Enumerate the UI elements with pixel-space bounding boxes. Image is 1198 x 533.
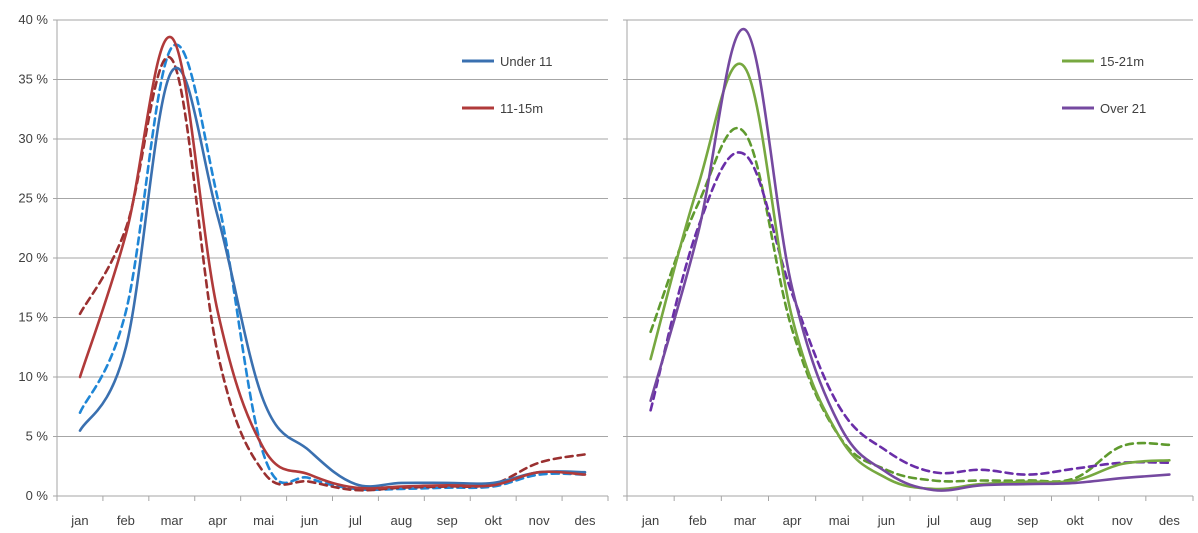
y-tick-label: 0 % (26, 488, 49, 503)
y-tick-label: 20 % (18, 250, 48, 265)
x-tick-label: feb (689, 513, 707, 528)
y-tick-label: 10 % (18, 369, 48, 384)
y-tick-label: 5 % (26, 429, 49, 444)
series-line-under-11 (78, 66, 587, 488)
x-tick-label: mai (253, 513, 274, 528)
series-line-11-15m (78, 35, 587, 490)
x-tick-label: sep (437, 513, 458, 528)
y-tick-label: 25 % (18, 191, 48, 206)
y-tick-label: 35 % (18, 72, 48, 87)
series-line-dashed-3 (78, 43, 587, 492)
x-tick-label: des (575, 513, 596, 528)
x-tick-label: okt (485, 513, 503, 528)
x-tick-label: okt (1066, 513, 1084, 528)
x-tick-label: aug (970, 513, 992, 528)
y-tick-label: 30 % (18, 131, 48, 146)
x-tick-label: nov (529, 513, 550, 528)
x-tick-label: jul (926, 513, 940, 528)
x-tick-label: jan (641, 513, 659, 528)
series-line-dashed-4 (78, 55, 587, 492)
x-tick-label: aug (391, 513, 413, 528)
x-tick-label: mai (829, 513, 850, 528)
series-line-15-21m (649, 62, 1171, 491)
chart-panel-2: jan feb mar apr mai jun jul aug sep okt nov des 15-2… (623, 19, 1194, 528)
x-tick-label: nov (1112, 513, 1133, 528)
chart-panel-1: 0 % 5 % 10 % 15 % 20 % 25 % 30 % 35 % 40 % jan feb… (18, 12, 609, 528)
x-tick-label: apr (208, 513, 227, 528)
legend-label: Over 21 (1100, 101, 1146, 116)
x-tick-label: jan (70, 513, 88, 528)
legend-label: Under 11 (500, 54, 553, 69)
x-tick-label: jun (300, 513, 318, 528)
x-tick-label: feb (117, 513, 135, 528)
x-tick-label: jun (877, 513, 895, 528)
x-tick-label: mar (734, 513, 757, 528)
legend-label: 11-15m (500, 101, 543, 116)
x-tick-label: des (1159, 513, 1180, 528)
y-tick-label: 40 % (18, 12, 48, 27)
legend-label: 15-21m (1100, 54, 1144, 69)
series-line-over-21 (649, 28, 1171, 492)
x-tick-label: mar (161, 513, 184, 528)
x-tick-label: apr (783, 513, 802, 528)
series-line-dashed-4 (649, 151, 1171, 476)
y-tick-label: 15 % (18, 310, 48, 325)
series-line-dashed-3 (649, 126, 1171, 483)
x-tick-label: sep (1017, 513, 1038, 528)
x-tick-label: jul (348, 513, 362, 528)
